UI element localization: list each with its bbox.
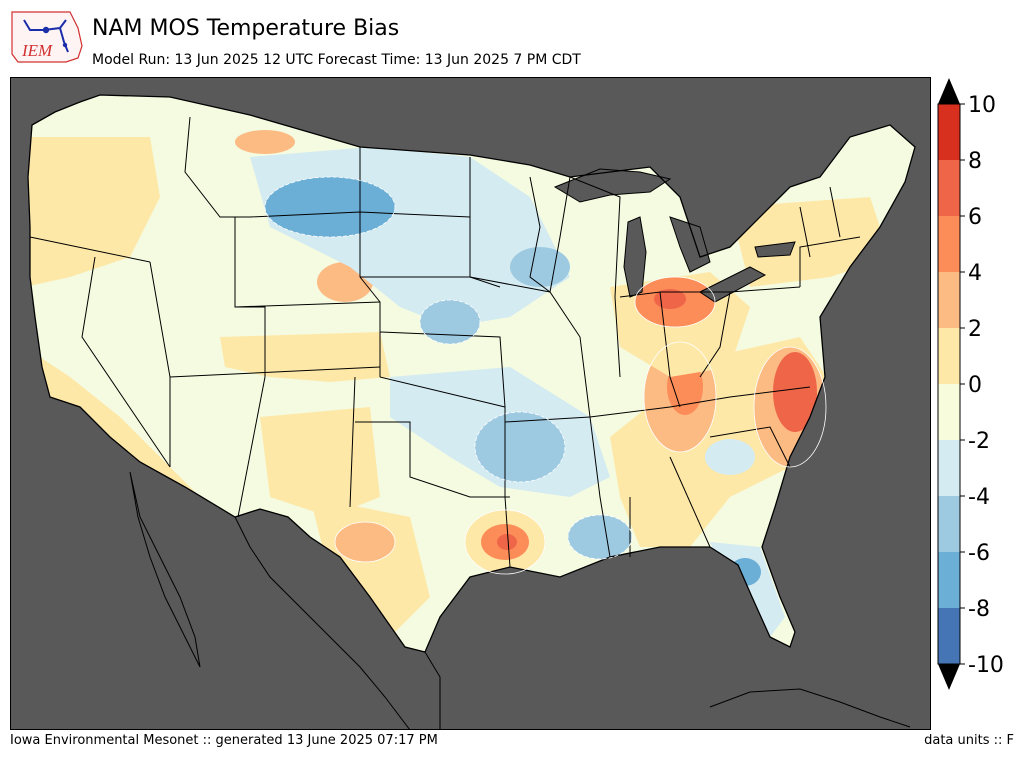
colorbar-swatch	[938, 160, 960, 217]
bias-iowa-cool	[510, 247, 570, 287]
colorbar-swatch	[938, 272, 960, 329]
bias-kansas-cool	[420, 300, 480, 344]
colorbar-label: 10	[968, 93, 996, 118]
colorbar-label: -6	[968, 541, 990, 566]
page-subtitle: Model Run: 13 Jun 2025 12 UTC Forecast T…	[92, 52, 581, 68]
colorbar-swatch	[938, 384, 960, 441]
colorbar-swatch	[938, 496, 960, 553]
colorbar-label: -10	[968, 653, 1004, 678]
contour-lines	[264, 176, 633, 560]
lake-michigan	[623, 216, 647, 298]
colorbar-swatch	[938, 104, 960, 161]
bias-mississippi-cool	[568, 515, 632, 559]
colorbar-label: 4	[968, 261, 982, 286]
footer-credit: Iowa Environmental Mesonet :: generated …	[10, 733, 438, 748]
lake-erie	[699, 266, 767, 303]
iem-logo: IEM	[11, 11, 83, 63]
colorbar-label: 2	[968, 317, 982, 342]
bias-arkansas-cool	[475, 412, 565, 482]
colorbar-swatch	[938, 552, 960, 609]
lake-huron	[669, 216, 711, 273]
page-title: NAM MOS Temperature Bias	[92, 16, 400, 41]
lake-ontario	[754, 241, 796, 258]
lake-superior	[553, 168, 672, 203]
us-outline	[27, 94, 916, 653]
colorbar: 10 8 6 4 2 0 -2 -4 -6 -8 -10	[937, 78, 1004, 690]
colorbar-swatch	[938, 608, 960, 665]
colorbar-label: -4	[968, 485, 990, 510]
colorbar-label: -8	[968, 597, 990, 622]
bias-northeast-warm	[730, 197, 890, 287]
bias-dakota-cool	[265, 177, 395, 237]
map-canvas	[10, 77, 931, 730]
colorbar-swatch	[938, 216, 960, 273]
colorbar-label: 0	[968, 373, 982, 398]
state-boundaries	[29, 116, 861, 568]
bias-west-coast-warm	[28, 137, 160, 287]
bias-carolina-cool	[705, 439, 755, 475]
bias-montana-warm	[235, 130, 295, 154]
bias-southwest-warm	[220, 332, 390, 382]
colorbar-bottom-arrow	[938, 664, 960, 690]
colorbar-swatch	[938, 440, 960, 497]
bias-michigan-max	[654, 289, 686, 309]
bias-virginia-hot	[773, 352, 817, 432]
bias-nm-warm	[260, 407, 380, 517]
cuba-outline	[709, 688, 911, 728]
colorbar-label: -2	[968, 429, 990, 454]
footer-units: data units :: F	[924, 733, 1014, 748]
logo-text: IEM	[21, 41, 53, 60]
colorbar-swatch	[938, 328, 960, 385]
bias-texas-hot	[335, 522, 395, 562]
colorbar-label: 6	[968, 205, 982, 230]
contour-lines-solid	[334, 276, 827, 575]
colorbar-label: 8	[968, 149, 982, 174]
bias-louisiana-max	[497, 534, 517, 550]
baja-outline	[129, 471, 201, 668]
colorbar-top-arrow	[938, 78, 960, 104]
